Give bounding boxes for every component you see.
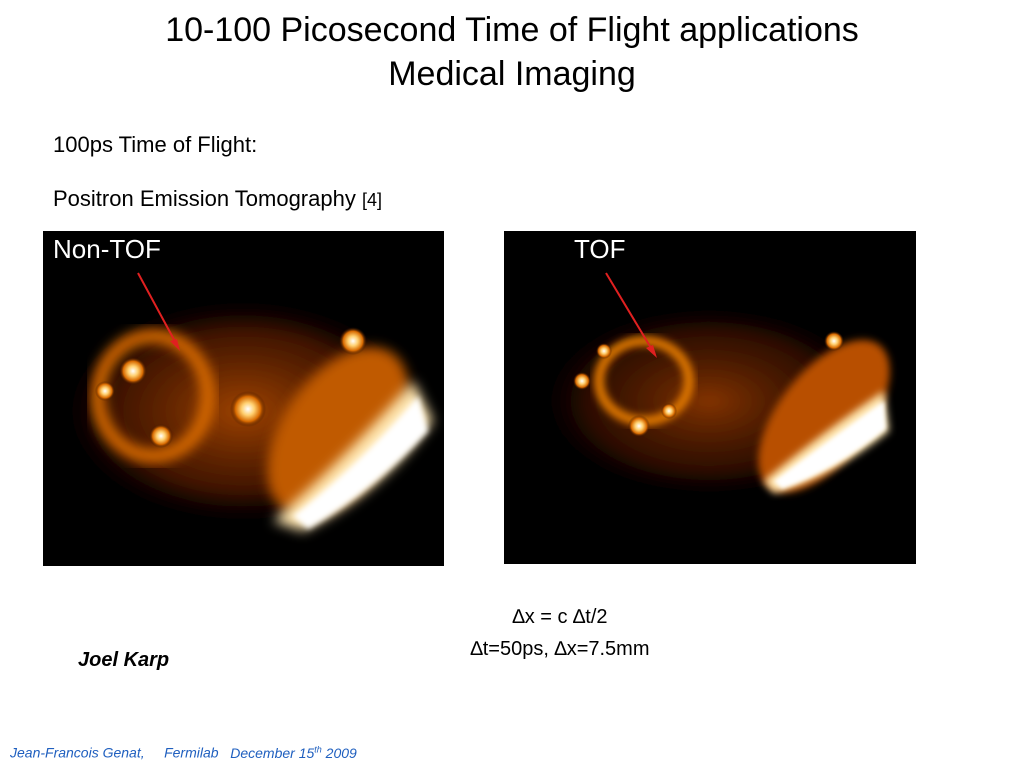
footer-date: December 15th 2009 xyxy=(230,744,357,761)
body-line-2-main: Positron Emission Tomography xyxy=(53,186,356,211)
panel-label-tof: TOF xyxy=(574,234,626,264)
title-line-2: Medical Imaging xyxy=(388,55,636,93)
formula-line-1: ∆x = c ∆t/2 xyxy=(512,606,608,628)
footer-date-prefix: December 15 xyxy=(230,744,315,761)
arrow-line xyxy=(137,272,179,348)
arrow-line xyxy=(605,272,655,354)
body-line-1: 100ps Time of Flight: xyxy=(53,132,258,157)
formula-line-2: ∆t=50ps, ∆x=7.5mm xyxy=(470,638,650,660)
non-tof-image: Non-TOF xyxy=(43,231,444,566)
tof-image: TOF xyxy=(504,231,916,564)
footer-date-year: 2009 xyxy=(325,744,357,761)
footer-name: Jean-Francois Genat, xyxy=(10,744,145,761)
author-name: Joel Karp xyxy=(78,649,170,671)
footer: Jean-Francois Genat, Fermilab December 1… xyxy=(10,744,357,761)
non-tof-pet-scan xyxy=(58,272,433,531)
panel-label-non-tof: Non-TOF xyxy=(53,234,161,264)
arrow-head xyxy=(646,345,657,358)
footer-date-sup: th xyxy=(314,744,322,754)
tof-pet-scan xyxy=(534,272,890,501)
body-line-2: Positron Emission Tomography [4] xyxy=(53,186,382,212)
title-line-1: 10-100 Picosecond Time of Flight applica… xyxy=(165,11,859,49)
footer-lab: Fermilab xyxy=(164,744,219,761)
arrow-head xyxy=(170,339,180,351)
reference-marker: [4] xyxy=(361,190,382,210)
slide-title: 10-100 Picosecond Time of Flight applica… xyxy=(0,8,1024,96)
